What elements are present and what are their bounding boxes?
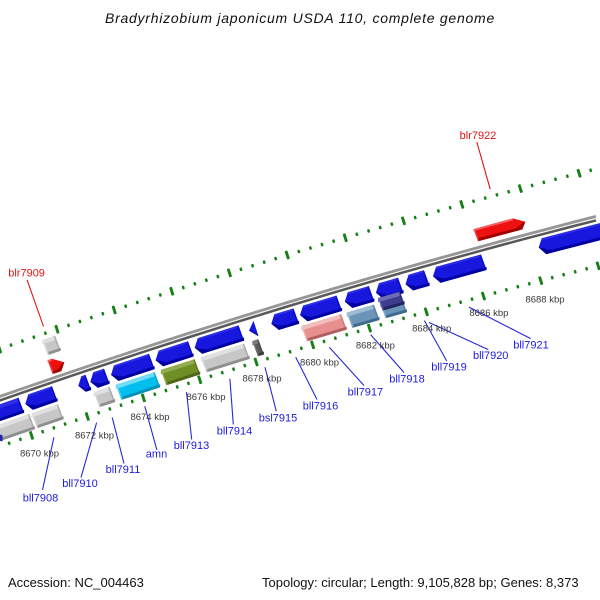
svg-text:blr7922: blr7922: [460, 130, 497, 142]
svg-text:8684 kbp: 8684 kbp: [412, 324, 451, 335]
svg-text:8686 kbp: 8686 kbp: [469, 308, 508, 319]
svg-text:bll7918: bll7918: [389, 374, 424, 386]
svg-text:bll7913: bll7913: [174, 440, 209, 452]
svg-text:bll7919: bll7919: [431, 362, 466, 374]
svg-text:Topology: circular; Length: 9,: Topology: circular; Length: 9,105,828 bp…: [262, 575, 579, 590]
svg-text:Bradyrhizobium japonicum USDA: Bradyrhizobium japonicum USDA 110, compl…: [105, 10, 495, 26]
svg-text:bll7911: bll7911: [106, 464, 141, 476]
svg-text:bll7914: bll7914: [217, 425, 252, 437]
svg-text:8682 kbp: 8682 kbp: [356, 340, 395, 351]
svg-text:bsl7915: bsl7915: [259, 413, 298, 425]
svg-text:bll7908: bll7908: [23, 493, 58, 505]
svg-text:bll7910: bll7910: [62, 478, 97, 490]
svg-text:8688 kbp: 8688 kbp: [525, 294, 564, 305]
svg-text:8670 kbp: 8670 kbp: [20, 448, 59, 459]
svg-text:bll7920: bll7920: [473, 350, 508, 362]
svg-text:8678 kbp: 8678 kbp: [242, 373, 281, 384]
svg-text:8674 kbp: 8674 kbp: [130, 412, 169, 423]
svg-text:8680 kbp: 8680 kbp: [300, 358, 339, 369]
svg-text:bll7921: bll7921: [513, 340, 548, 352]
svg-text:bll7917: bll7917: [348, 387, 383, 399]
svg-text:amn: amn: [146, 449, 167, 461]
svg-text:Accession: NC_004463: Accession: NC_004463: [8, 575, 144, 590]
svg-text:bll7916: bll7916: [303, 401, 338, 413]
svg-text:blr7909: blr7909: [8, 268, 45, 280]
svg-text:8672 kbp: 8672 kbp: [75, 431, 114, 442]
svg-text:8676 kbp: 8676 kbp: [186, 392, 225, 403]
